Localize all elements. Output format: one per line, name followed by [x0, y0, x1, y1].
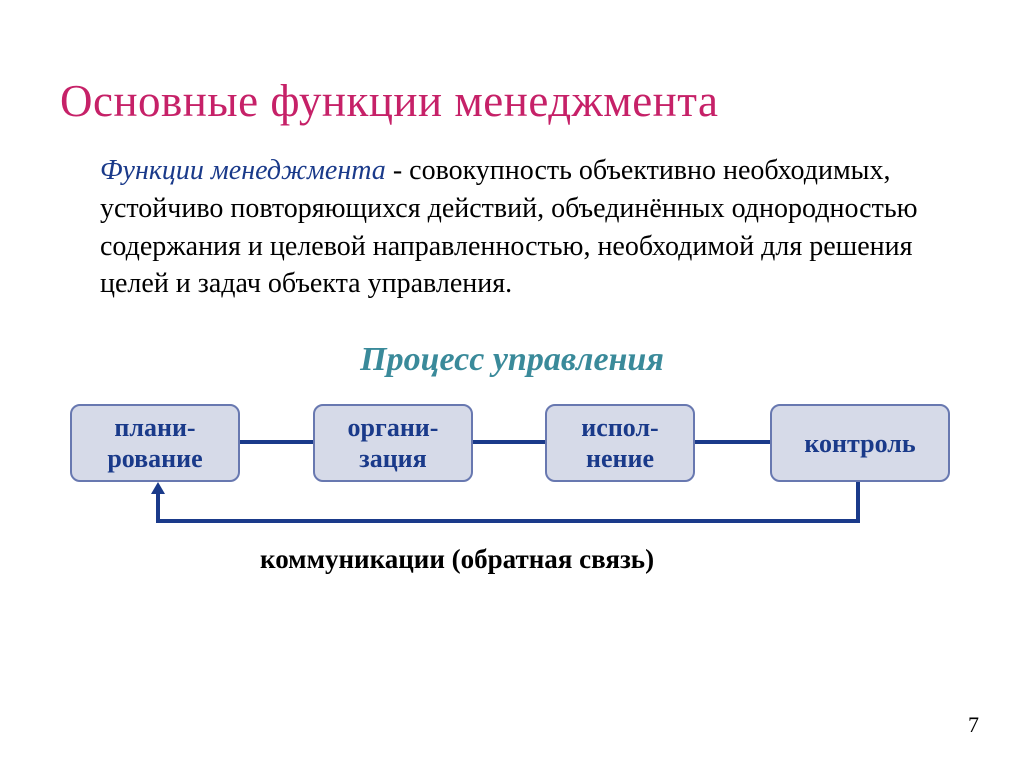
- page-number: 7: [968, 712, 979, 738]
- flow-node-control: контроль: [770, 404, 950, 482]
- flow-node-planning: плани-рование: [70, 404, 240, 482]
- feedback-arrow-icon: [151, 482, 165, 494]
- connector-3: [695, 440, 770, 444]
- feedback-line-down: [856, 482, 860, 522]
- flow-node-label: испол-нение: [581, 412, 658, 474]
- feedback-line-across: [156, 519, 860, 523]
- connector-1: [240, 440, 313, 444]
- flow-node-label: плани-рование: [107, 412, 202, 474]
- definition-term: Функции менеджмента: [100, 155, 386, 186]
- definition-paragraph: Функции менеджмента - совокупность объек…: [0, 152, 980, 303]
- flow-diagram: плани-рование органи-зация испол-нение к…: [0, 404, 1024, 604]
- flow-node-label: органи-зация: [348, 412, 439, 474]
- connector-2: [473, 440, 545, 444]
- feedback-line-up: [156, 492, 160, 522]
- slide-title: Основные функции менеджмента: [0, 0, 1024, 152]
- diagram-subtitle: Процесс управления: [0, 341, 1024, 379]
- flow-node-label: контроль: [804, 428, 915, 459]
- flow-node-execution: испол-нение: [545, 404, 695, 482]
- feedback-label: коммуникации (обратная связь): [260, 544, 654, 575]
- flow-node-organization: органи-зация: [313, 404, 473, 482]
